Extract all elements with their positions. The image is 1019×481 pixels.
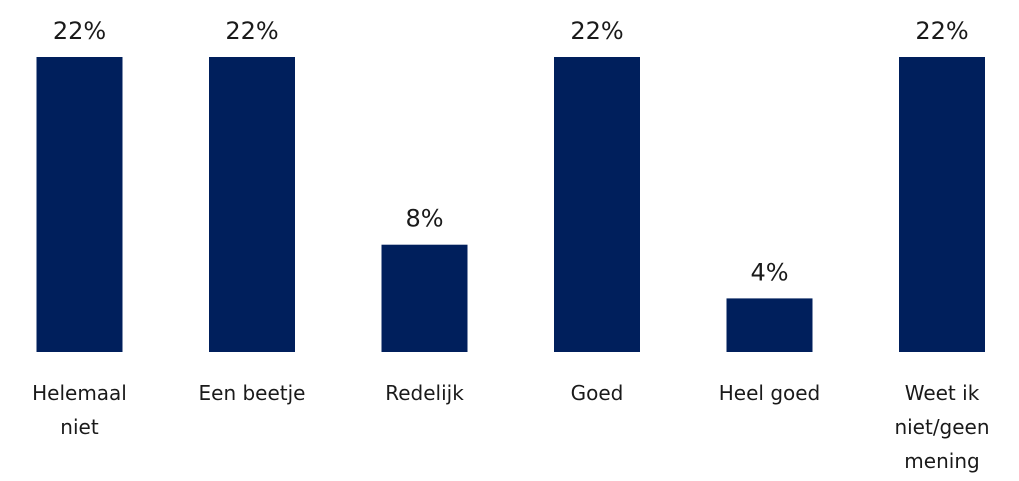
category-label-4-line-0: Heel goed <box>719 381 821 405</box>
bar-0 <box>36 57 123 352</box>
bar-3 <box>554 57 640 352</box>
value-labels-group: 22% 22% 8% 22% 4% 22% <box>53 17 969 286</box>
category-label-1-line-0: Een beetje <box>199 381 306 405</box>
bar-1 <box>209 57 295 352</box>
category-label-5-line-0: Weet ik <box>905 381 980 405</box>
bars-group <box>36 57 985 352</box>
bar-2 <box>381 244 468 352</box>
category-label-0-line-0: Helemaal <box>32 381 127 405</box>
category-label-3: Goed <box>571 381 624 405</box>
value-label-5: 22% <box>915 17 968 45</box>
category-label-5: Weet ik niet/geen mening <box>894 381 989 473</box>
category-labels-group: Helemaal niet Een beetje Redelijk Goed Heel g… <box>32 381 989 473</box>
value-label-2: 8% <box>405 205 443 233</box>
category-label-2-line-0: Redelijk <box>385 381 464 405</box>
category-label-5-line-2: mening <box>904 449 979 473</box>
value-label-3: 22% <box>570 17 623 45</box>
category-label-1: Een beetje <box>199 381 306 405</box>
category-label-0-line-1: niet <box>60 415 99 439</box>
category-label-0: Helemaal niet <box>32 381 127 439</box>
category-label-2: Redelijk <box>385 381 464 405</box>
value-label-1: 22% <box>225 17 278 45</box>
category-label-5-line-1: niet/geen <box>894 415 989 439</box>
bar-4 <box>726 298 813 352</box>
category-label-3-line-0: Goed <box>571 381 624 405</box>
category-label-4: Heel goed <box>719 381 821 405</box>
bar-5 <box>899 57 985 352</box>
value-label-4: 4% <box>750 258 788 286</box>
value-label-0: 22% <box>53 17 106 45</box>
